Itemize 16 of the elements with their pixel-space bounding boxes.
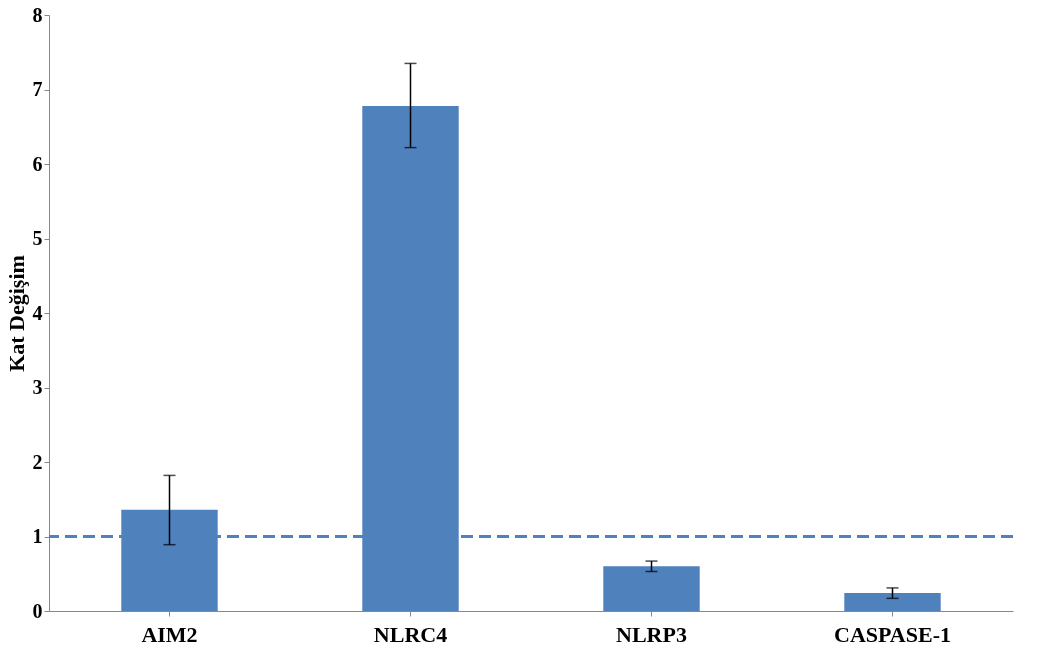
y-tick-label: 8 bbox=[32, 3, 43, 26]
bar bbox=[844, 593, 941, 611]
x-tick-label: CASPASE-1 bbox=[834, 621, 951, 647]
y-tick-label: 7 bbox=[32, 78, 43, 100]
x-tick-label: AIM2 bbox=[141, 621, 198, 647]
y-tick-label: 1 bbox=[32, 525, 43, 547]
y-tick-label: 0 bbox=[32, 599, 43, 622]
y-tick-label: 3 bbox=[32, 376, 43, 398]
bar bbox=[603, 566, 700, 611]
y-tick-label: 5 bbox=[32, 227, 43, 249]
x-tick-label: NLRC4 bbox=[373, 621, 448, 647]
x-tick-label: NLRP3 bbox=[616, 621, 687, 647]
y-tick-label: 2 bbox=[32, 450, 43, 473]
y-tick-label: 4 bbox=[32, 301, 43, 324]
y-axis-title: Kat Değişim bbox=[3, 255, 29, 372]
y-tick-label: 6 bbox=[32, 152, 43, 175]
